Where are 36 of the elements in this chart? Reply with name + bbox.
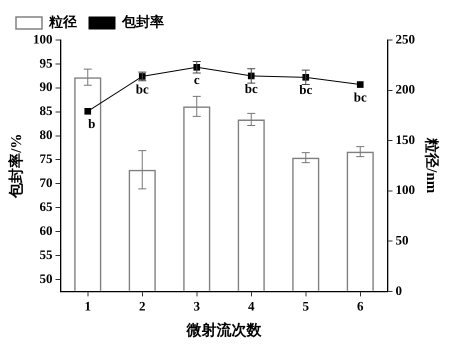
y-tick-label: 65 [40, 198, 53, 214]
y-tick-label: 80 [40, 127, 52, 142]
y-tick-label: 60 [40, 222, 52, 238]
y2-tick-label: 250 [396, 31, 415, 46]
y-tick-label: 75 [40, 151, 53, 166]
x-tick-label: 1 [84, 298, 91, 314]
annotation: b [88, 116, 96, 132]
y2-axis-title: 粒径/nm [423, 137, 440, 194]
x-tick-label: 4 [248, 298, 255, 314]
y2-tick-label: 50 [396, 232, 408, 248]
annotation: bc [244, 80, 258, 96]
x-axis-title: 微射流次数 [186, 320, 262, 339]
x-tick-label: 3 [194, 298, 200, 314]
annotation: c [194, 72, 200, 88]
y-tick-label: 90 [40, 79, 52, 94]
point [84, 108, 92, 115]
annotation: bc [136, 81, 149, 96]
y-tick-label: 85 [40, 103, 53, 118]
x-tick-label: 6 [357, 298, 364, 314]
point [356, 81, 364, 88]
x-tick-label: 5 [302, 298, 310, 314]
y2-tick-label: 200 [396, 82, 415, 97]
legend-label: 粒径 [48, 14, 77, 31]
y-tick-label: 70 [40, 175, 52, 190]
y-tick-label: 55 [40, 246, 53, 262]
y2-tick-label: 100 [396, 182, 415, 198]
y-axis-title: 包封率/% [6, 134, 25, 199]
x-tick-label: 2 [139, 298, 146, 314]
y-tick-label: 50 [40, 270, 52, 286]
legend-label: 包封率 [121, 14, 164, 31]
y2-tick-label: 0 [396, 282, 402, 298]
annotation: bc [354, 89, 367, 104]
y2-tick-label: 150 [396, 132, 415, 147]
annotation: bc [299, 82, 312, 98]
y-tick-label: 100 [33, 31, 52, 46]
y-tick-label: 95 [40, 55, 53, 70]
